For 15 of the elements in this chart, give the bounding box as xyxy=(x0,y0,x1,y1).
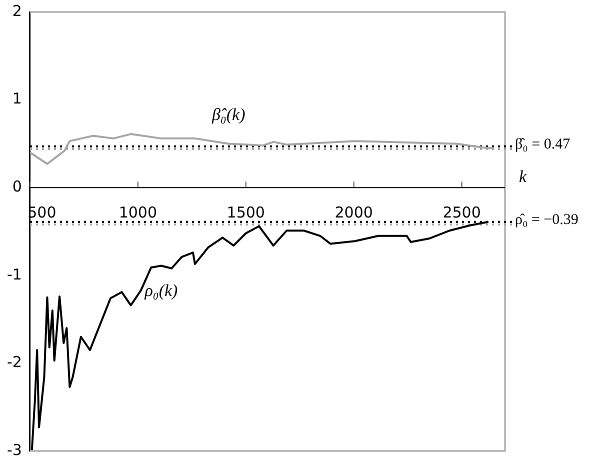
ref-line-label: ρ̂₀ = −0.39 xyxy=(515,212,578,228)
series-label: ρ₀(k) xyxy=(144,281,178,300)
ref-line-label: β̂₀ = 0.47 xyxy=(515,136,571,152)
x-tick-label: 2500 xyxy=(442,203,481,222)
x-tick-label: 1500 xyxy=(226,203,265,222)
y-tick-label: -1 xyxy=(6,265,22,284)
y-tick-label: -2 xyxy=(6,353,22,372)
series-label: β̂₀(k) xyxy=(210,105,246,124)
y-tick-label: 2 xyxy=(12,2,22,20)
y-tick-label: 1 xyxy=(12,90,22,108)
x-axis-title: k xyxy=(519,167,527,186)
y-tick-label: -3 xyxy=(6,440,22,459)
x-tick-label: 1000 xyxy=(118,203,158,222)
y-tick-label: 0 xyxy=(12,177,22,196)
x-tick-label: 2000 xyxy=(334,203,373,222)
